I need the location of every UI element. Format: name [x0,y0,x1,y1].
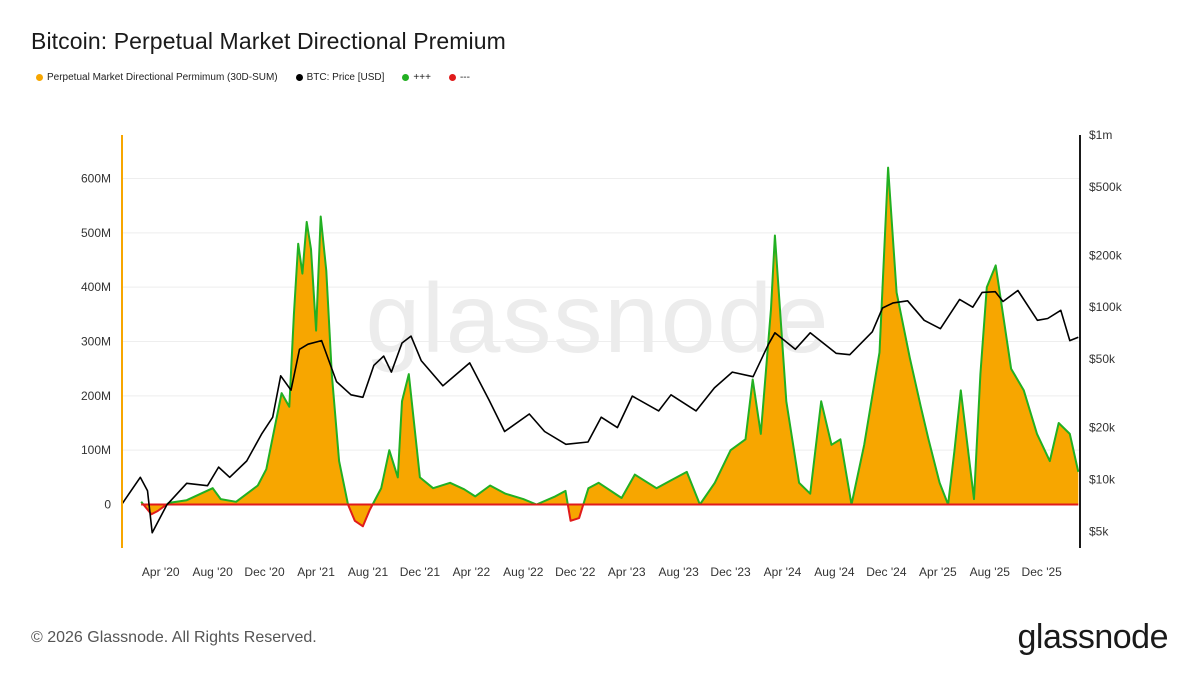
x-tick-label: Apr '22 [453,565,491,579]
x-tick-label: Apr '24 [764,565,802,579]
x-tick-label: Dec '24 [866,565,907,579]
x-tick-label: Aug '23 [659,565,700,579]
legend-label-price: BTC: Price [USD] [306,72,385,83]
y-left-ticks: 0 100M 200M 300M 400M 500M 600M [81,171,111,511]
x-tick-label: Aug '21 [348,565,389,579]
legend-dot-positive-icon [402,74,410,81]
legend-item-positive[interactable]: +++ [402,72,431,83]
legend-item-negative[interactable]: --- [448,72,470,83]
chart-axes [121,135,1081,548]
y-left-tick-label: 200M [81,389,111,403]
y-left-tick-label: 300M [81,335,111,349]
premium-area [141,167,1079,527]
x-tick-label: Aug '24 [814,565,855,579]
y-left-tick-label: 500M [81,226,111,240]
y-right-tick-label: $200k [1089,248,1123,262]
legend-item-premium[interactable]: Perpetual Market Directional Permimum (3… [36,72,278,83]
legend-dot-premium-icon [36,74,43,81]
y-left-tick-label: 400M [81,280,111,294]
y-right-tick-label: $5k [1089,524,1109,538]
y-right-tick-label: $1m [1089,128,1112,142]
x-tick-label: Aug '20 [192,565,233,579]
y-left-tick-label: 0 [104,498,111,512]
chart-legend: Perpetual Market Directional Permimum (3… [36,72,470,83]
x-tick-label: Aug '25 [970,565,1011,579]
y-left-tick-label: 600M [81,171,111,185]
y-right-tick-label: $500k [1089,180,1123,194]
legend-label-negative: --- [459,72,470,83]
x-tick-label: Apr '25 [919,565,957,579]
x-tick-label: Apr '23 [608,565,646,579]
brand-logo[interactable]: glassnode [1017,618,1168,656]
price-series [121,289,1079,534]
x-tick-label: Aug '22 [503,565,544,579]
price-line [121,289,1079,534]
y-right-ticks: $5k $10k $20k $50k $100k $200k $500k $1m [1089,128,1123,538]
x-tick-label: Dec '25 [1022,565,1063,579]
watermark: glassnode [366,263,831,373]
y-right-tick-label: $10k [1089,472,1116,486]
x-tick-label: Dec '21 [400,565,441,579]
premium-negative-line [142,503,168,516]
y-right-tick-label: $100k [1089,300,1123,314]
x-tick-label: Dec '23 [710,565,751,579]
page-title: Bitcoin: Perpetual Market Directional Pr… [31,28,506,54]
x-tick-label: Apr '21 [297,565,335,579]
y-left-tick-label: 100M [81,443,111,457]
legend-dot-price-icon [295,74,303,81]
footer-copyright: © 2026 Glassnode. All Rights Reserved. [31,629,317,646]
legend-dot-negative-icon [448,74,456,81]
legend-label-premium: Perpetual Market Directional Permimum (3… [47,72,278,83]
x-tick-label: Dec '20 [244,565,285,579]
premium-negative-line [347,504,374,528]
legend-item-price[interactable]: BTC: Price [USD] [295,72,385,83]
y-right-tick-label: $20k [1089,421,1116,435]
premium-negative-line [566,504,585,522]
premium-positive-line [371,373,569,506]
premium-positive-line [166,215,349,506]
x-tick-label: Apr '20 [142,565,180,579]
x-tick-label: Dec '22 [555,565,596,579]
legend-label-positive: +++ [413,72,431,83]
premium-series [140,166,1080,528]
y-right-tick-label: $50k [1089,352,1116,366]
x-axis-ticks: Apr '20 Aug '20 Dec '20 Apr '21 Aug '21 Dec '… [142,565,1062,579]
chart-canvas[interactable]: glassnode Apr '20 Aug '20 Dec '20 Apr '21 Au… [0,0,1200,600]
